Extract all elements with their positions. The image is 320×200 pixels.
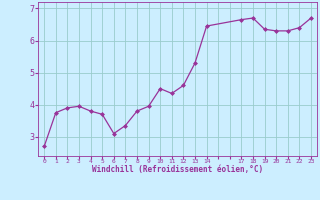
X-axis label: Windchill (Refroidissement éolien,°C): Windchill (Refroidissement éolien,°C) xyxy=(92,165,263,174)
